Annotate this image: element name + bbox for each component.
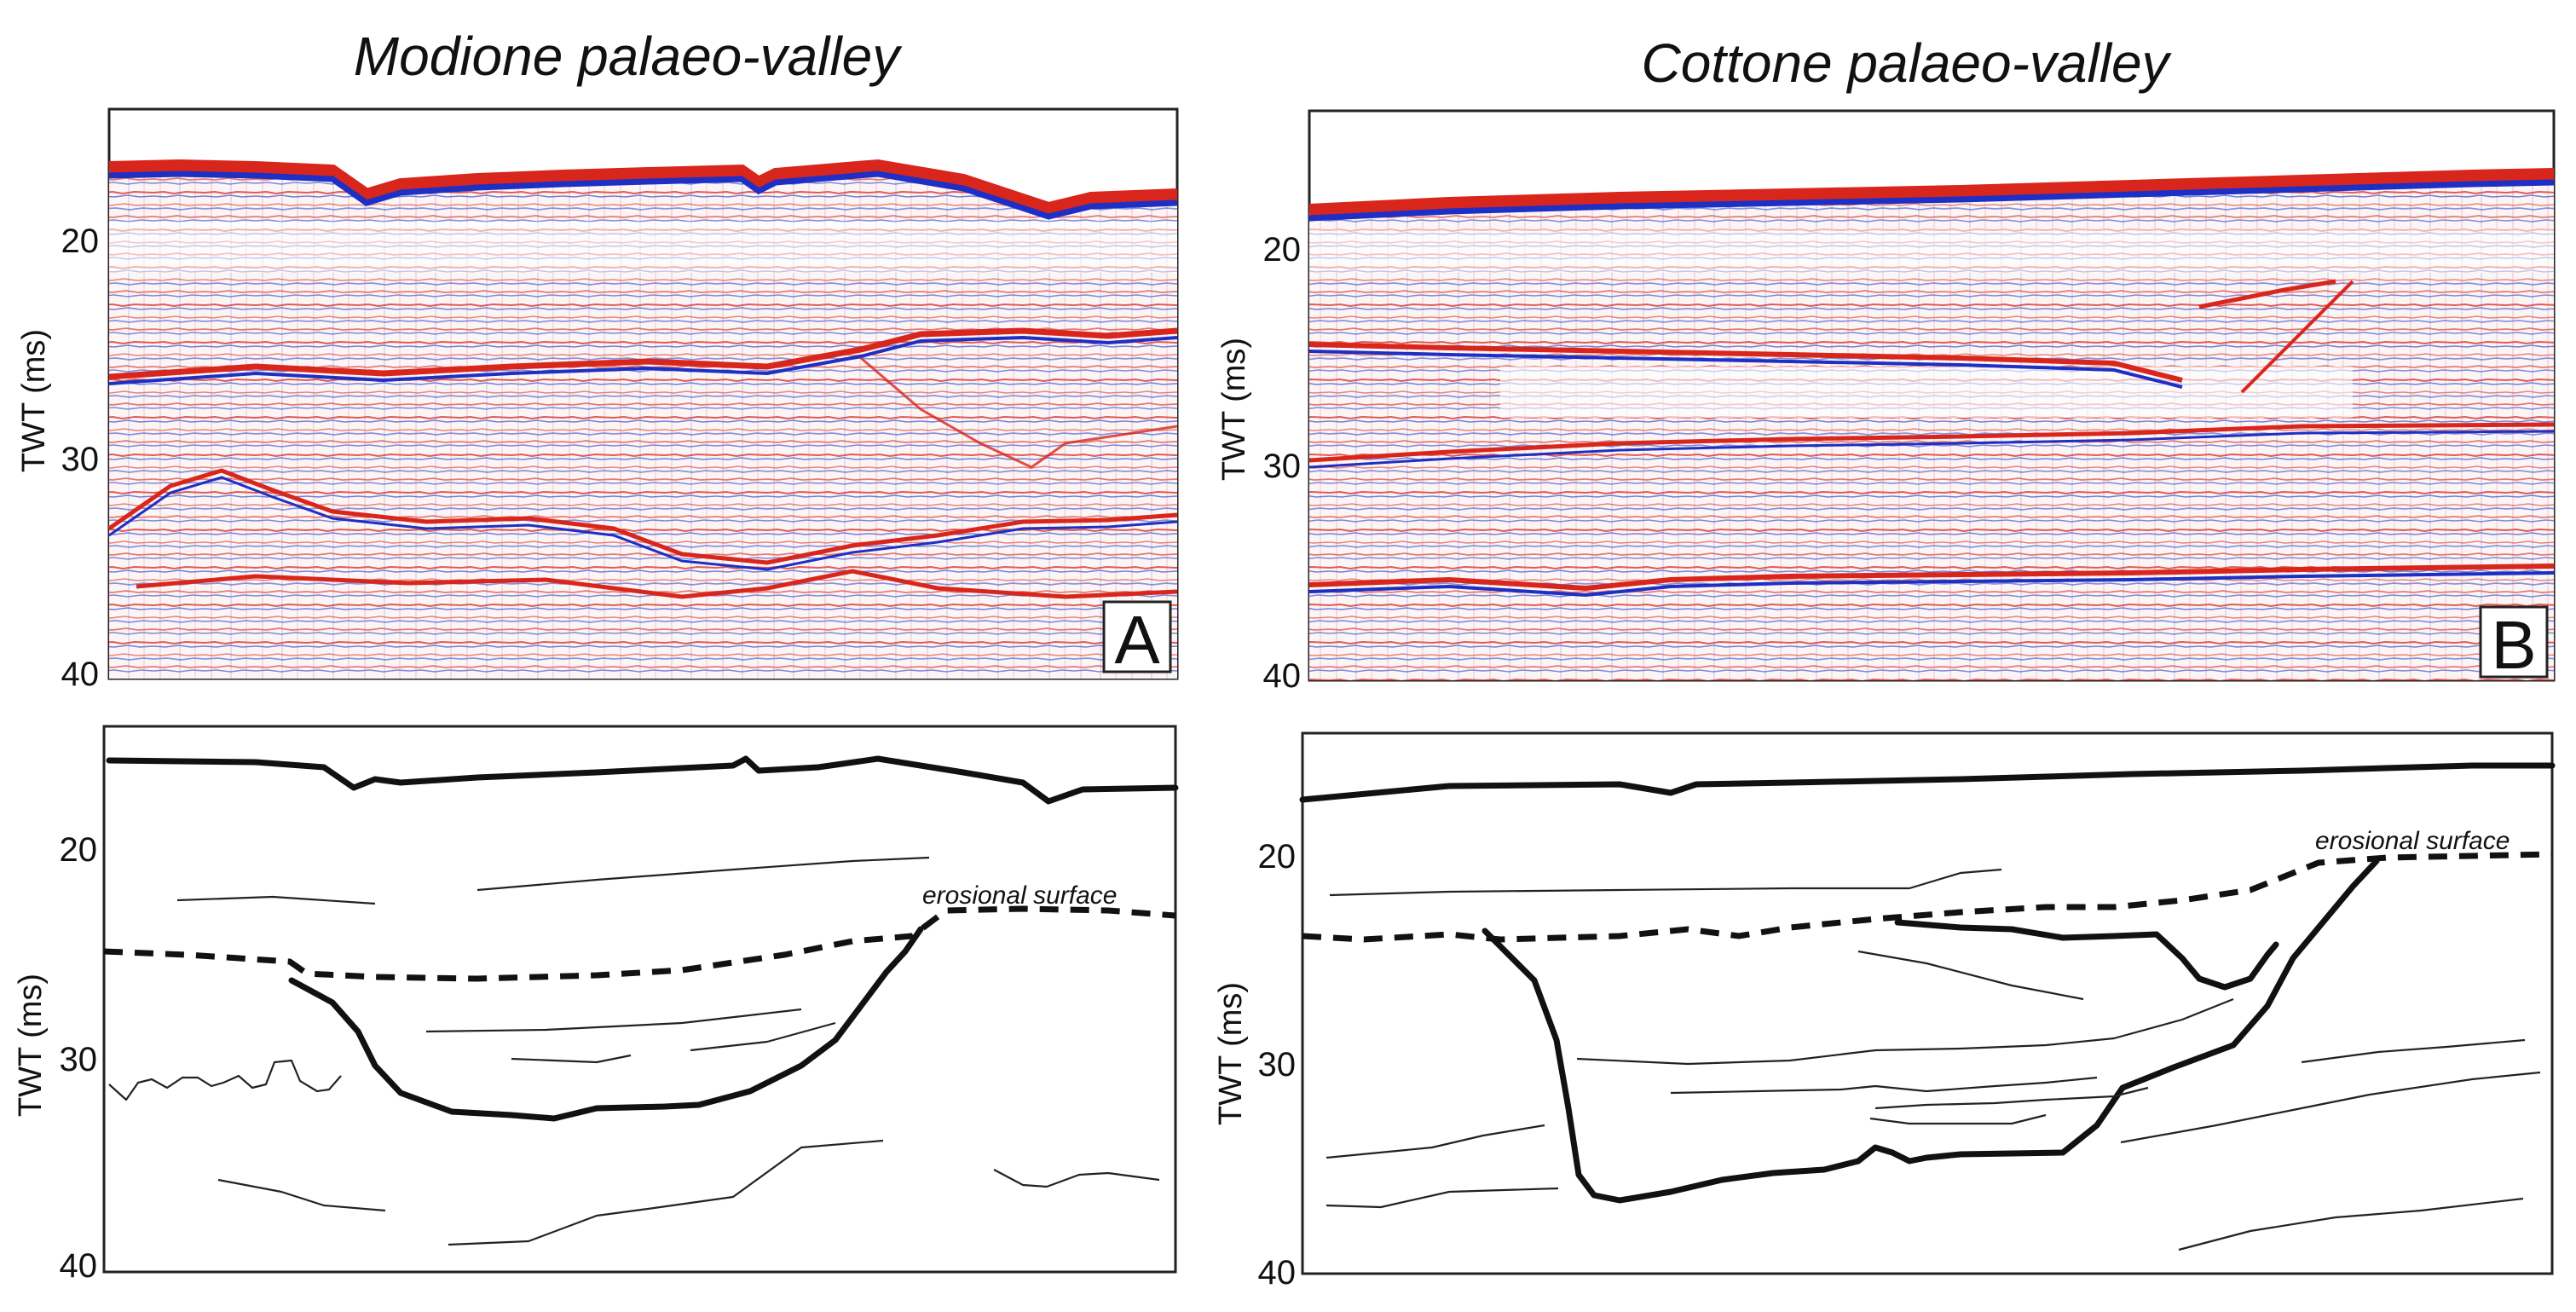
tick-ia-40: 40 xyxy=(60,1247,98,1285)
horizon-a-5 xyxy=(690,1021,836,1052)
horizon-a-8 xyxy=(448,1139,884,1246)
tick-ia-30: 30 xyxy=(60,1041,98,1078)
y-label-a: TWT (ms) xyxy=(16,329,52,472)
title-modione: Modione palaeo-valley xyxy=(354,26,903,87)
tick-a-40: 40 xyxy=(61,656,100,693)
horizon-b-11 xyxy=(2178,1197,2524,1251)
seismic-panel-a: A xyxy=(107,107,1179,680)
horizon-a-6 xyxy=(108,1059,342,1101)
interpretation-panel-a: erosional surface xyxy=(102,725,1179,1274)
tick-b-30: 30 xyxy=(1263,448,1302,485)
horizon-a-9 xyxy=(993,1169,1160,1188)
y-axis-seismic-a: 20 30 40 TWT (ms) xyxy=(16,223,99,693)
panel-b-label: B xyxy=(2491,607,2536,683)
horizon-b-2 xyxy=(1857,950,2084,1001)
tick-ib-20: 20 xyxy=(1258,838,1297,876)
seafloor-reflector-a xyxy=(108,159,1178,215)
inner-channel-b xyxy=(1894,919,2279,991)
horizon-b-1 xyxy=(1329,868,2002,897)
seismic-panel-b: B xyxy=(1308,109,2556,683)
tick-ib-40: 40 xyxy=(1258,1254,1297,1292)
tick-ib-30: 30 xyxy=(1258,1046,1297,1084)
reflector-b-4 xyxy=(1308,564,2555,592)
tick-a-20: 20 xyxy=(61,223,100,260)
horizon-b-3 xyxy=(1576,997,2234,1066)
tick-ia-20: 20 xyxy=(60,831,98,869)
panel-a-label: A xyxy=(1114,602,1160,678)
reflector-b-1 xyxy=(1308,342,2183,383)
interpretation-panel-b: erosional surface xyxy=(1299,731,2556,1275)
reflector-a-2 xyxy=(107,468,1178,565)
valley-base-a xyxy=(288,926,924,1122)
annotation-erosional-b: erosional surface xyxy=(2315,827,2510,855)
seafloor-line-a xyxy=(106,755,1179,805)
y-axis-interp-b: 20 30 40 TWT (ms) xyxy=(1213,838,1296,1292)
title-cottone: Cottone palaeo-valley xyxy=(1641,32,2172,94)
y-label-ib: TWT (ms) xyxy=(1213,982,1249,1125)
horizon-a-4 xyxy=(511,1054,632,1064)
y-axis-seismic-b: 20 30 40 TWT (ms) xyxy=(1216,231,1301,695)
horizon-a-3 xyxy=(425,1008,802,1033)
reflector-a-1 xyxy=(108,327,1178,380)
y-label-b: TWT (ms) xyxy=(1216,338,1252,481)
erosional-surface-a xyxy=(103,905,1176,982)
reflector-b-3 xyxy=(1308,422,2555,463)
tick-a-30: 30 xyxy=(61,441,100,478)
horizon-b-5 xyxy=(1874,1086,2149,1110)
horizon-a-7 xyxy=(217,1178,386,1212)
valley-base-b xyxy=(1481,858,2380,1204)
reflector-a-3 xyxy=(136,569,1178,599)
tick-b-40: 40 xyxy=(1263,657,1302,695)
tick-b-20: 20 xyxy=(1263,231,1302,269)
horizon-b-4 xyxy=(1670,1076,2098,1095)
horizon-b-10 xyxy=(2120,1071,2541,1144)
y-axis-interp-a: 20 30 40 TWT (ms) xyxy=(13,831,97,1285)
horizon-b-8 xyxy=(1326,1187,1559,1209)
reflector-b-2 xyxy=(2198,279,2336,309)
annotation-erosional-a: erosional surface xyxy=(922,881,1117,910)
horizon-b-6 xyxy=(1869,1113,2047,1125)
y-label-ia: TWT (ms) xyxy=(13,974,49,1117)
seafloor-line-b xyxy=(1299,762,2556,803)
horizon-a-2 xyxy=(477,856,930,892)
panel-b-label-box xyxy=(2479,605,2549,679)
horizon-b-9 xyxy=(2301,1038,2526,1064)
seafloor-reflector-b xyxy=(1308,168,2555,216)
panel-a-label-box xyxy=(1102,600,1172,673)
horizon-a-1 xyxy=(176,895,376,905)
horizon-b-7 xyxy=(1326,1124,1545,1159)
